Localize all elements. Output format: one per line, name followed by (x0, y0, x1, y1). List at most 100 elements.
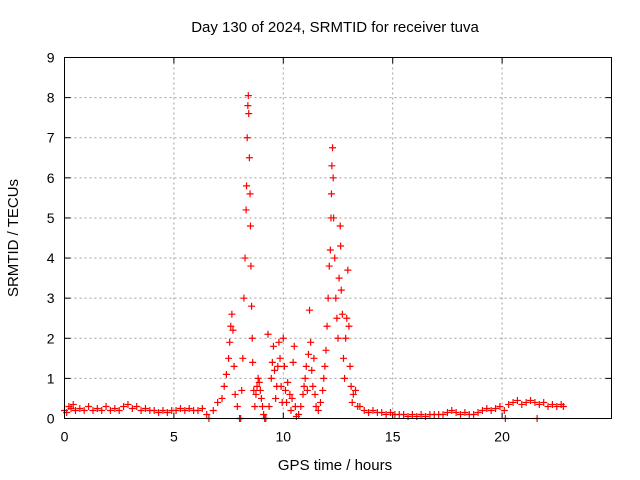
data-point (93, 404, 101, 412)
data-point (288, 394, 296, 402)
data-point (548, 400, 556, 408)
data-point (339, 354, 347, 362)
y-tick-label: 6 (47, 170, 55, 186)
data-point (325, 262, 333, 270)
x-tick-label: 0 (61, 429, 69, 445)
data-point (297, 402, 305, 410)
data-point (246, 190, 254, 198)
data-point (229, 326, 237, 334)
data-point (345, 322, 353, 330)
data-point (474, 408, 482, 416)
data-point (286, 390, 294, 398)
data-point (194, 406, 202, 414)
data-point (222, 370, 230, 378)
y-tick-label: 3 (47, 290, 55, 306)
data-point (244, 102, 252, 110)
data-point (303, 386, 311, 394)
data-point (323, 322, 331, 330)
data-point (279, 334, 287, 342)
data-point (408, 410, 416, 418)
plot-frame (64, 57, 612, 419)
data-point (71, 406, 79, 414)
data-point (155, 408, 163, 416)
data-point (343, 314, 351, 322)
data-point (209, 406, 217, 414)
data-point (283, 398, 291, 406)
data-point (331, 254, 339, 262)
data-point (102, 402, 110, 410)
x-axis-label: GPS time / hours (278, 457, 392, 474)
data-point (198, 404, 206, 412)
data-point (311, 390, 319, 398)
data-point (540, 398, 548, 406)
data-point (272, 394, 280, 402)
data-point (67, 404, 75, 412)
data-point (312, 402, 320, 410)
y-tick-label: 0 (47, 411, 55, 427)
data-point (89, 406, 97, 414)
data-point (309, 382, 317, 390)
data-point (111, 404, 119, 412)
data-point (356, 402, 364, 410)
data-point (342, 334, 350, 342)
y-tick-label: 8 (47, 90, 55, 106)
y-tick-label: 9 (47, 50, 55, 66)
data-points (61, 92, 567, 422)
grid-lines (64, 57, 612, 419)
data-point (287, 406, 295, 414)
data-point (336, 222, 344, 230)
data-point (241, 254, 249, 262)
data-point (329, 144, 337, 152)
data-point (344, 266, 352, 274)
data-point (352, 386, 360, 394)
data-point (150, 406, 158, 414)
data-point (185, 404, 193, 412)
data-point (280, 362, 288, 370)
data-point (128, 404, 136, 412)
data-point (301, 374, 309, 382)
data-point (328, 162, 336, 170)
x-tick-label: 15 (385, 429, 401, 445)
data-point (349, 390, 357, 398)
data-point (106, 406, 114, 414)
data-point (314, 406, 322, 414)
data-point (203, 410, 211, 418)
data-point (275, 338, 283, 346)
data-point (231, 390, 239, 398)
data-point (324, 294, 332, 302)
data-point (522, 398, 530, 406)
data-point (337, 286, 345, 294)
data-point (281, 386, 289, 394)
data-point (457, 410, 465, 418)
data-point (260, 410, 268, 418)
data-point (257, 394, 265, 402)
data-point (247, 262, 255, 270)
data-point (269, 342, 277, 350)
data-point (238, 386, 246, 394)
data-point (240, 294, 248, 302)
data-point (243, 182, 251, 190)
data-point (218, 394, 226, 402)
data-point (249, 358, 257, 366)
data-point (265, 402, 273, 410)
data-point (163, 408, 171, 416)
data-point (320, 374, 328, 382)
data-point (85, 402, 93, 410)
data-point (256, 386, 264, 394)
data-point (559, 402, 567, 410)
data-point (233, 402, 241, 410)
data-point (470, 410, 478, 418)
data-point (244, 92, 252, 100)
axis-ticks: 0 1 2 3 4 5 6 7 8 9 0 5 10 15 20 (47, 50, 612, 445)
data-point (329, 174, 337, 182)
x-tick-label: 10 (276, 429, 292, 445)
data-point (378, 408, 386, 416)
data-point (400, 410, 408, 418)
data-point (115, 406, 123, 414)
data-point (225, 354, 233, 362)
data-point (509, 398, 517, 406)
data-point (417, 410, 425, 418)
x-tick-label: 5 (170, 429, 178, 445)
data-point (69, 400, 77, 408)
data-point (500, 406, 508, 414)
